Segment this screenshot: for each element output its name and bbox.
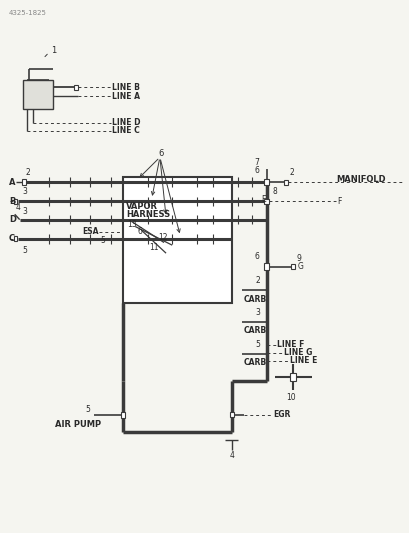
Text: 6: 6 (137, 228, 142, 236)
Text: VAPOR: VAPOR (126, 202, 158, 211)
Text: LINE B: LINE B (111, 83, 139, 92)
Text: F: F (336, 197, 341, 206)
Text: 6: 6 (254, 166, 258, 175)
Text: 1: 1 (51, 46, 56, 55)
Text: MANIFOLD: MANIFOLD (335, 175, 385, 184)
Text: AIR PUMP: AIR PUMP (55, 420, 101, 429)
Text: C: C (9, 235, 15, 243)
Text: 9: 9 (295, 254, 300, 263)
Text: 3: 3 (254, 309, 259, 317)
Text: 3: 3 (22, 188, 27, 196)
Text: LINE D: LINE D (111, 118, 140, 127)
Text: CARB: CARB (243, 359, 266, 367)
Bar (290, 264, 294, 269)
Bar (120, 411, 125, 418)
Text: LINE G: LINE G (283, 349, 311, 357)
Bar (123, 177, 231, 303)
Text: A: A (9, 178, 16, 187)
Text: 5: 5 (100, 237, 105, 245)
Bar (283, 180, 288, 185)
Bar (264, 199, 268, 204)
Bar (22, 179, 26, 185)
Text: CARB: CARB (243, 327, 266, 335)
Text: LINE E: LINE E (290, 357, 317, 365)
Text: 12: 12 (157, 233, 167, 241)
Bar (229, 412, 233, 417)
Bar (14, 199, 18, 204)
Text: 6: 6 (157, 149, 163, 158)
Text: 11: 11 (149, 244, 159, 252)
Text: LINE A: LINE A (111, 92, 139, 101)
Bar (290, 373, 295, 381)
Text: 2: 2 (288, 168, 293, 177)
Text: LINE C: LINE C (111, 126, 139, 135)
Text: 4325-1825: 4325-1825 (8, 10, 46, 17)
Text: B: B (9, 197, 16, 206)
Bar (263, 179, 268, 185)
Text: HARNESS: HARNESS (126, 210, 170, 219)
Text: ESA: ESA (82, 228, 98, 236)
Text: 7: 7 (254, 158, 258, 166)
Text: D: D (9, 215, 16, 224)
Text: G: G (297, 262, 302, 271)
Bar (263, 263, 268, 270)
Text: 13: 13 (127, 221, 136, 229)
Text: 5: 5 (254, 341, 259, 349)
Text: CARB: CARB (243, 295, 266, 303)
Text: 4: 4 (229, 451, 234, 460)
Text: 2: 2 (254, 277, 259, 285)
Text: 3: 3 (22, 207, 27, 215)
Text: EGR: EGR (273, 410, 290, 419)
Text: 10: 10 (285, 393, 295, 401)
Text: 2: 2 (25, 168, 30, 177)
Bar (22, 80, 53, 109)
Bar (14, 236, 18, 241)
Bar (74, 85, 78, 90)
Text: 5: 5 (85, 405, 90, 414)
Text: E: E (260, 195, 265, 204)
Text: 8: 8 (272, 188, 277, 196)
Text: 6: 6 (254, 253, 258, 261)
Text: 5: 5 (22, 246, 27, 255)
Text: 4: 4 (16, 204, 20, 212)
Text: LINE F: LINE F (276, 341, 303, 349)
